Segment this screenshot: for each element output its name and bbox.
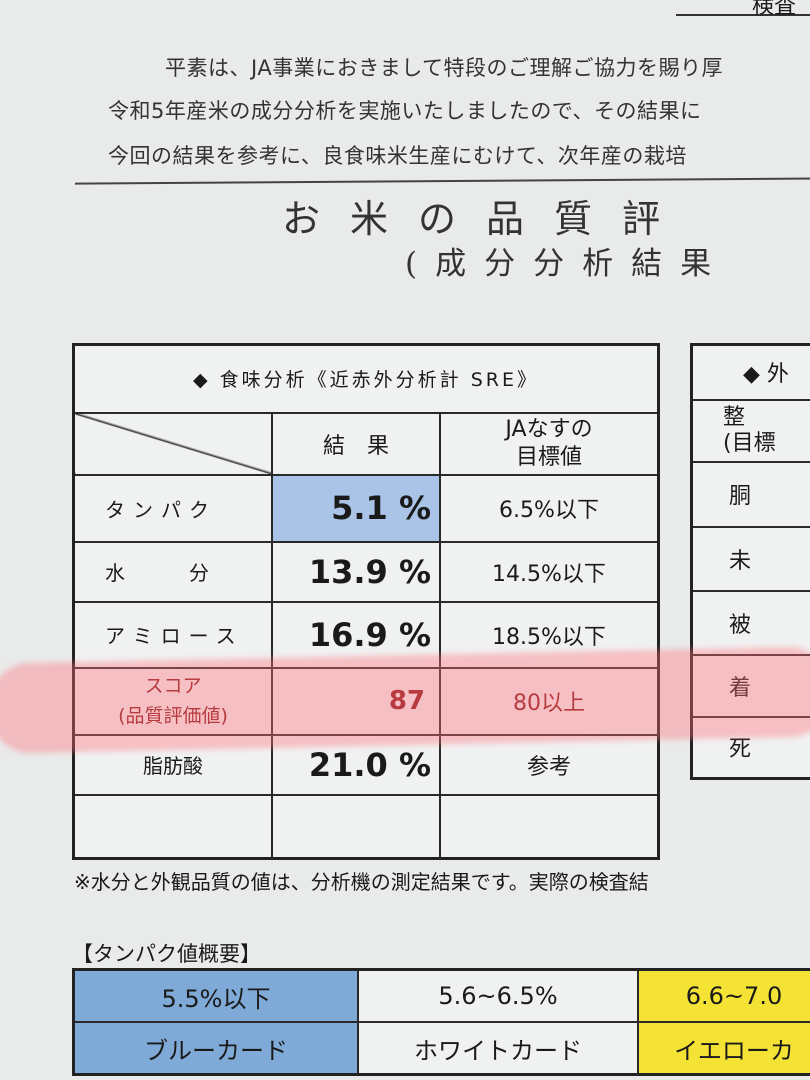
table-row: タンパク 5.1 % 6.5%以下	[72, 473, 660, 543]
protein-summary-table: 5.5%以下 5.6~6.5% 6.6~7.0 ブルーカード ホワイトカード イエローカ	[72, 968, 810, 1076]
header-label: 検査	[752, 0, 797, 19]
divider	[75, 177, 810, 185]
table-row: アミロース 16.9 % 18.5%以下	[72, 600, 660, 669]
taste-analysis-table: ◆ 食味分析《近赤外分析計 SRE》 結 果 JAなすの 目標値 タンパク 5.1 …	[72, 343, 660, 860]
table-row: スコア (品質評価値) 87 80以上	[72, 666, 660, 736]
page-title: お米の品質評	[282, 197, 691, 241]
note: ※水分と外観品質の値は、分析機の測定結果です。実際の検査結	[74, 870, 649, 894]
intro-line-1: 平素は、JA事業におきまして特段のご理解ご協力を賜り厚	[165, 56, 724, 80]
diagonal-cell	[72, 411, 273, 476]
table-row: 脂肪酸 21.0 % 参考	[72, 733, 660, 796]
col-target: JAなすの 目標値	[439, 411, 660, 476]
intro-line-3: 今回の結果を参考に、良食味米生産にむけて、次年産の栽培	[108, 144, 687, 168]
table-row-empty	[72, 793, 660, 860]
protein-summary-heading: 【タンパク値概要】	[72, 942, 261, 966]
page-subtitle: (成分分析結果	[405, 246, 730, 282]
col-result: 結 果	[271, 411, 441, 476]
table-heading: ◆ 食味分析《近赤外分析計 SRE》	[72, 343, 660, 414]
table-row: 水 分 13.9 % 14.5%以下	[72, 540, 660, 603]
appearance-table: ◆ 外 整 (目標 胴 未 被 着 死	[690, 343, 810, 780]
header-line	[676, 14, 810, 16]
intro-line-2: 令和5年産米の成分分析を実施いたしましたので、その結果に	[108, 99, 702, 123]
